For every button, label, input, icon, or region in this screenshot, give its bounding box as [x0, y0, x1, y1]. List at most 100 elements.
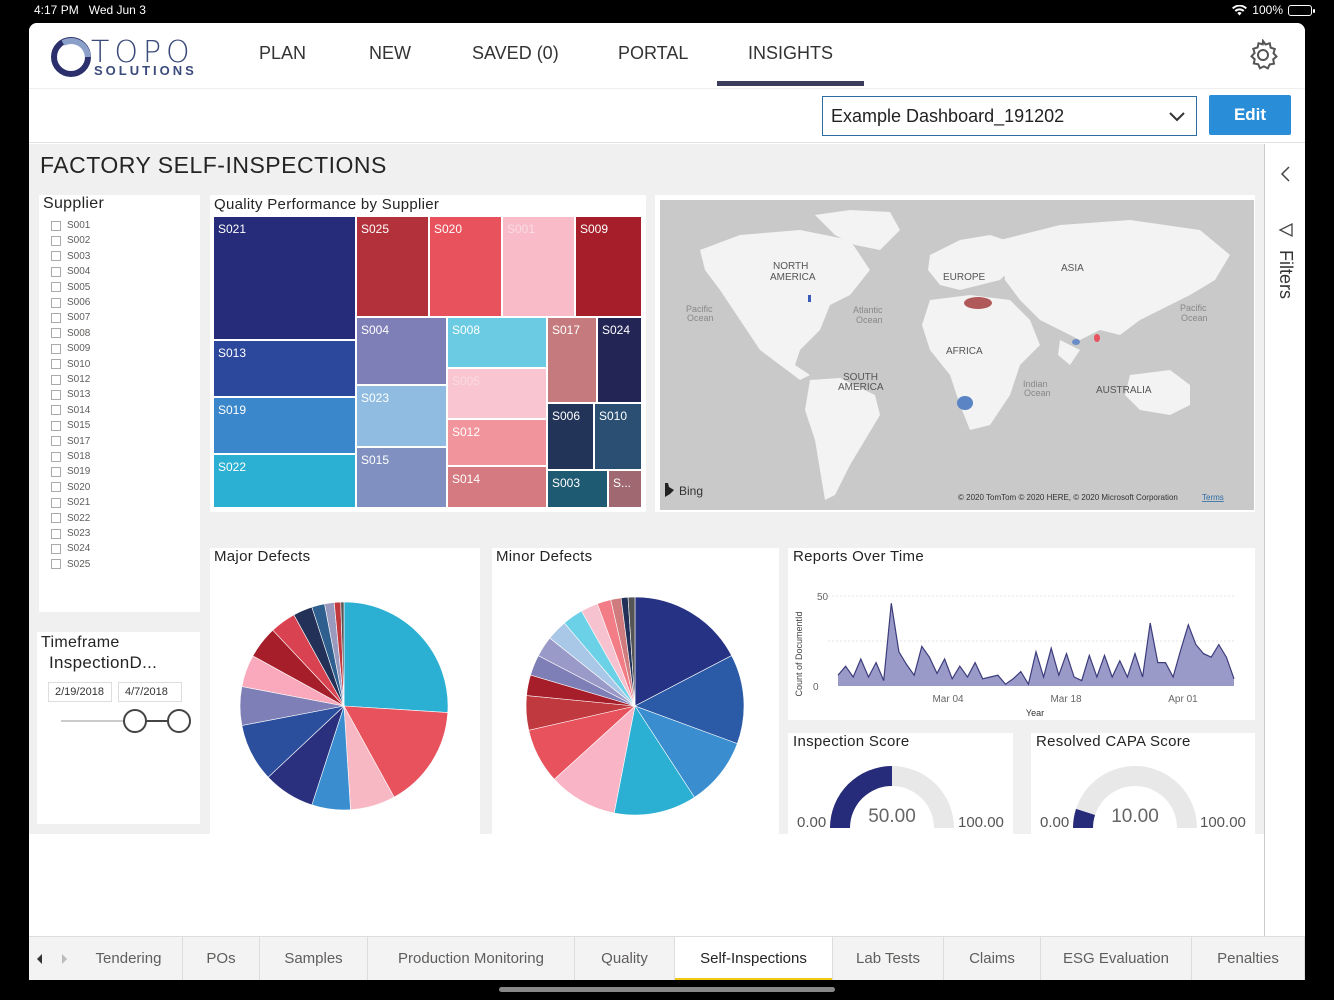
supplier-option[interactable]: S004: [51, 266, 90, 277]
treemap-cell[interactable]: S015: [357, 448, 448, 509]
pie-slice[interactable]: [553, 705, 636, 814]
supplier-checkbox[interactable]: [51, 543, 61, 554]
supplier-option[interactable]: S021: [51, 497, 90, 508]
supplier-checkbox[interactable]: [51, 374, 61, 385]
nav-insights[interactable]: INSIGHTS: [716, 43, 865, 86]
world-map[interactable]: NORTH AMERICA EUROPE ASIA AFRICA SOUTH A…: [660, 200, 1256, 511]
supplier-checkbox[interactable]: [51, 513, 61, 524]
page-tab[interactable]: Tendering: [75, 937, 183, 980]
supplier-option[interactable]: S001: [51, 220, 90, 231]
page-tab[interactable]: POs: [183, 937, 260, 980]
supplier-checkbox[interactable]: [51, 359, 61, 370]
capa-score-gauge[interactable]: 0.00 100.00 10.00: [1031, 754, 1255, 844]
treemap-cell[interactable]: S020: [430, 217, 503, 318]
treemap-cell[interactable]: S...: [609, 471, 643, 509]
page-tab[interactable]: Claims: [944, 937, 1041, 980]
tab-scroll-left-icon[interactable]: [35, 953, 43, 965]
supplier-checkbox[interactable]: [51, 312, 61, 323]
chevron-left-icon[interactable]: [1279, 166, 1291, 182]
supplier-option[interactable]: S022: [51, 513, 90, 524]
treemap-cell[interactable]: S012: [448, 420, 548, 467]
pie-slice[interactable]: [343, 601, 449, 713]
topo-logo[interactable]: TOPO SOLUTIONS: [51, 35, 211, 79]
supplier-checkbox[interactable]: [51, 235, 61, 246]
timeframe-end-handle[interactable]: [167, 709, 191, 733]
timeframe-start-input[interactable]: 2/19/2018: [48, 682, 112, 702]
treemap-cell[interactable]: S017: [548, 318, 598, 404]
supplier-checkbox[interactable]: [51, 528, 61, 539]
gear-icon[interactable]: [1247, 39, 1279, 71]
treemap-cell[interactable]: S019: [214, 398, 357, 455]
pie-slice[interactable]: [634, 655, 745, 745]
edit-button[interactable]: Edit: [1209, 95, 1291, 135]
page-tab[interactable]: Samples: [260, 937, 368, 980]
treemap-cell[interactable]: S025: [357, 217, 430, 318]
supplier-checkbox[interactable]: [51, 559, 61, 570]
supplier-checkbox[interactable]: [51, 251, 61, 262]
supplier-checkbox[interactable]: [51, 497, 61, 508]
supplier-option[interactable]: S015: [51, 420, 90, 431]
supplier-checkbox[interactable]: [51, 297, 61, 308]
nav-saved[interactable]: SAVED (0): [472, 43, 559, 63]
major-defects-pie[interactable]: [234, 596, 454, 816]
page-tab[interactable]: ESG Evaluation: [1041, 937, 1192, 980]
nav-new[interactable]: NEW: [369, 43, 411, 63]
treemap-cell[interactable]: S023: [357, 386, 448, 448]
map-terms-link[interactable]: Terms: [1202, 493, 1224, 502]
treemap-cell[interactable]: S021: [214, 217, 357, 341]
pie-slice[interactable]: [634, 705, 738, 798]
reports-area-chart[interactable]: Count of DocumentId 50 0 Mar 04 Mar 18 A…: [788, 570, 1248, 720]
supplier-option[interactable]: S023: [51, 528, 90, 539]
supplier-option[interactable]: S024: [51, 543, 90, 554]
supplier-option[interactable]: S009: [51, 343, 90, 354]
supplier-option[interactable]: S005: [51, 282, 90, 293]
treemap-cell[interactable]: S010: [595, 404, 643, 471]
treemap-cell[interactable]: S003: [548, 471, 609, 509]
pie-slice[interactable]: [343, 705, 449, 798]
supplier-checkbox[interactable]: [51, 389, 61, 400]
supplier-checkbox[interactable]: [51, 220, 61, 231]
supplier-option[interactable]: S014: [51, 405, 90, 416]
treemap-cell[interactable]: S022: [214, 455, 357, 509]
supplier-option[interactable]: S013: [51, 389, 90, 400]
supplier-option[interactable]: S007: [51, 312, 90, 323]
page-tab[interactable]: Penalties: [1192, 937, 1305, 980]
supplier-option[interactable]: S018: [51, 451, 90, 462]
page-tab[interactable]: Self-Inspections: [675, 937, 833, 980]
dashboard-select[interactable]: Example Dashboard_191202: [822, 96, 1197, 136]
treemap-cell[interactable]: S014: [448, 467, 548, 509]
filters-pane[interactable]: Filters: [1264, 144, 1305, 936]
pie-slice[interactable]: [613, 705, 695, 816]
supplier-checkbox[interactable]: [51, 451, 61, 462]
supplier-checkbox[interactable]: [51, 266, 61, 277]
supplier-option[interactable]: S006: [51, 297, 90, 308]
supplier-option[interactable]: S025: [51, 559, 90, 570]
supplier-option[interactable]: S008: [51, 328, 90, 339]
supplier-option[interactable]: S017: [51, 436, 90, 447]
page-tab[interactable]: Lab Tests: [833, 937, 944, 980]
treemap-cell[interactable]: S013: [214, 341, 357, 398]
supplier-checkbox[interactable]: [51, 343, 61, 354]
nav-plan[interactable]: PLAN: [259, 43, 307, 63]
minor-defects-pie[interactable]: [523, 594, 747, 818]
reports-area[interactable]: [838, 603, 1234, 686]
treemap-cell[interactable]: S024: [598, 318, 643, 404]
inspection-score-gauge[interactable]: 0.00 100.00 50.00: [788, 754, 1013, 844]
page-tab[interactable]: Quality: [575, 937, 675, 980]
supplier-checkbox[interactable]: [51, 482, 61, 493]
supplier-checkbox[interactable]: [51, 282, 61, 293]
supplier-option[interactable]: S020: [51, 482, 90, 493]
supplier-checkbox[interactable]: [51, 436, 61, 447]
timeframe-start-handle[interactable]: [123, 709, 147, 733]
supplier-option[interactable]: S012: [51, 374, 90, 385]
treemap-cell[interactable]: S006: [548, 404, 595, 471]
supplier-checkbox[interactable]: [51, 420, 61, 431]
pie-slice[interactable]: [634, 596, 733, 707]
nav-portal[interactable]: PORTAL: [618, 43, 689, 63]
treemap-cell[interactable]: S005: [448, 369, 548, 420]
supplier-checkbox[interactable]: [51, 405, 61, 416]
supplier-option[interactable]: S019: [51, 466, 90, 477]
treemap-cell[interactable]: S001: [503, 217, 576, 318]
supplier-option[interactable]: S010: [51, 359, 90, 370]
treemap-cell[interactable]: S004: [357, 318, 448, 386]
